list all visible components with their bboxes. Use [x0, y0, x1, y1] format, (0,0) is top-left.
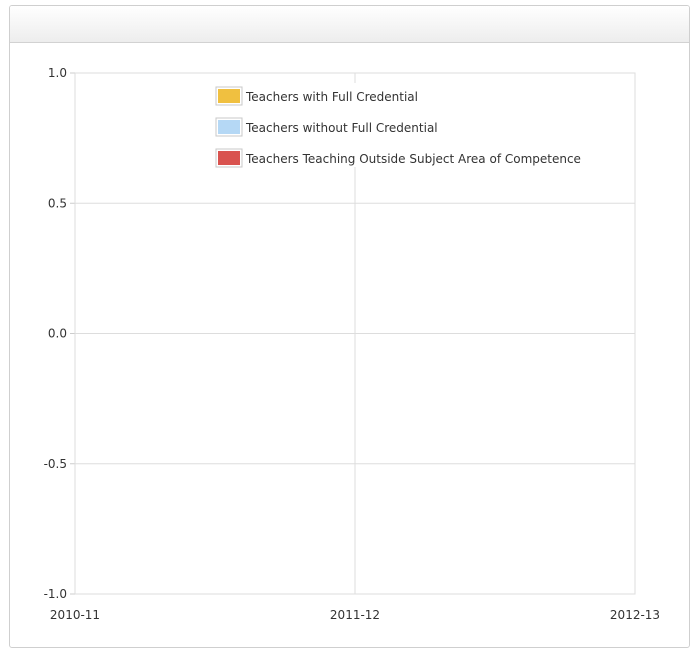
y-tick-label: -1.0: [44, 587, 67, 601]
legend-label: Teachers without Full Credential: [245, 121, 438, 135]
y-tick-label: 1.0: [48, 66, 67, 80]
x-tick-label: 2010-11: [50, 608, 100, 622]
legend-item: Teachers with Full Credential: [215, 86, 418, 106]
y-tick-label: 0.5: [48, 196, 67, 210]
y-tick-label: 0.0: [48, 327, 67, 341]
legend: Teachers with Full Credential Teachers wi…: [212, 83, 609, 168]
legend-swatch: [218, 151, 240, 165]
legend-swatch: [218, 120, 240, 134]
legend-label: Teachers Teaching Outside Subject Area o…: [245, 152, 581, 166]
panel-header: [10, 6, 689, 43]
legend-item: Teachers without Full Credential: [215, 117, 438, 137]
x-tick-label: 2011-12: [330, 608, 380, 622]
x-axis-tick-labels: 2010-11 2011-12 2012-13: [50, 608, 660, 622]
legend-background: [212, 83, 609, 167]
legend-label: Teachers with Full Credential: [245, 90, 418, 104]
legend-swatch: [218, 89, 240, 103]
legend-item: Teachers Teaching Outside Subject Area o…: [215, 148, 581, 168]
x-tick-label: 2012-13: [610, 608, 660, 622]
y-axis-tick-labels: 1.0 0.5 0.0 -0.5 -1.0: [44, 66, 67, 601]
y-tick-label: -0.5: [44, 457, 67, 471]
